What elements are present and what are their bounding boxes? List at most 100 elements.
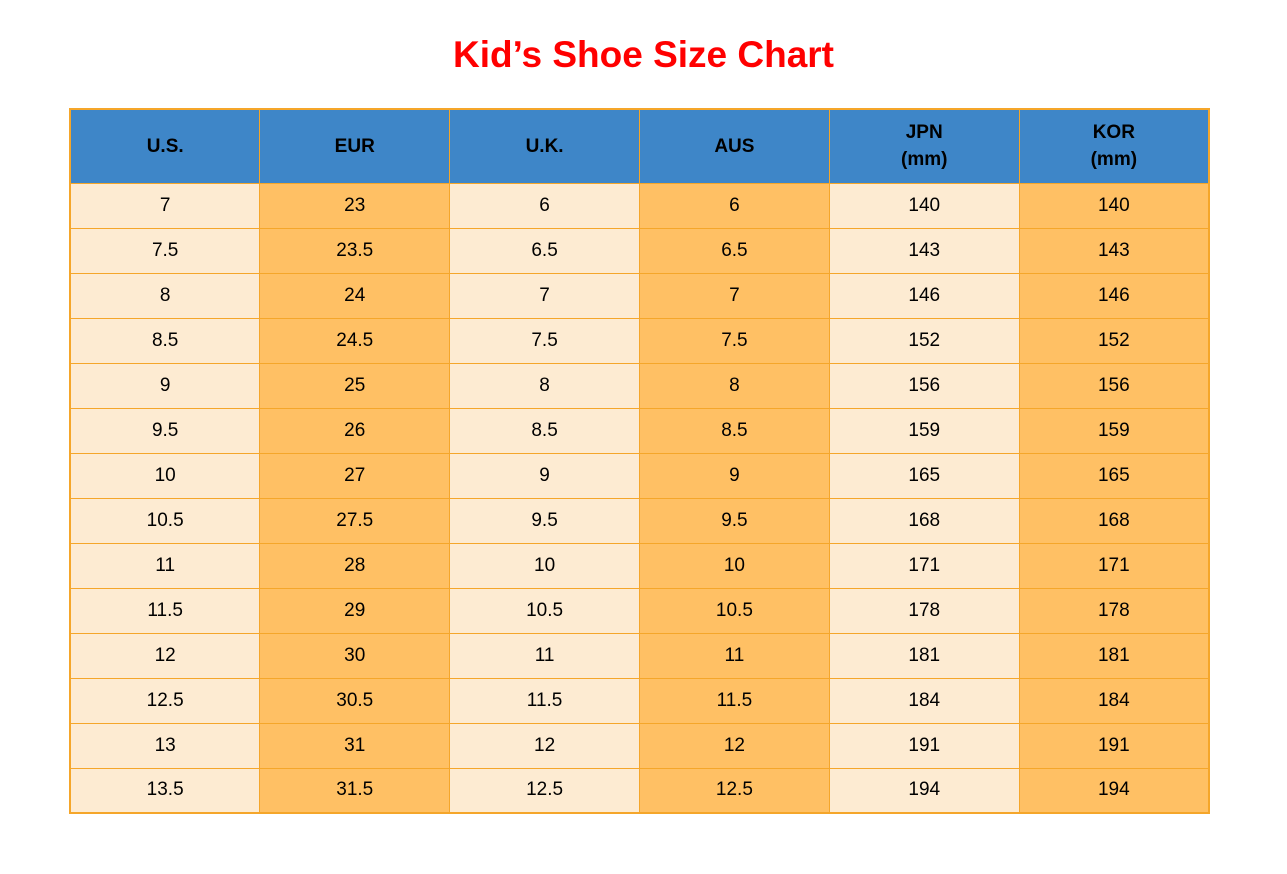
table-header: U.S. EUR U.K. AUS JPN (mm) KOR (mm) <box>69 108 1210 184</box>
table-cell: 9.5 <box>638 497 830 544</box>
shoe-size-table: U.S. EUR U.K. AUS JPN (mm) KOR (mm) 7 23 6 6 140 140… <box>69 108 1210 814</box>
table-cell: 156 <box>1018 362 1210 409</box>
column-header-aus: AUS <box>638 108 830 184</box>
table-cell: 10 <box>449 542 640 589</box>
table-cell: 12 <box>69 632 261 679</box>
table-cell: 7.5 <box>449 317 640 364</box>
table-cell: 25 <box>259 362 451 409</box>
table-cell: 9 <box>69 362 261 409</box>
table-cell: 24 <box>259 272 451 319</box>
table-cell: 168 <box>828 497 1020 544</box>
table-row: 12.5 30.5 11.5 11.5 184 184 <box>69 677 1210 724</box>
table-cell: 159 <box>1018 407 1210 454</box>
table-cell: 9.5 <box>449 497 640 544</box>
table-row: 13.5 31.5 12.5 12.5 194 194 <box>69 767 1210 814</box>
table-cell: 24.5 <box>259 317 451 364</box>
table-cell: 181 <box>828 632 1020 679</box>
table-body: 7 23 6 6 140 140 7.5 23.5 6.5 6.5 143 143 8 24 7 7 146 14… <box>69 182 1210 814</box>
table-cell: 27.5 <box>259 497 451 544</box>
table-cell: 30 <box>259 632 451 679</box>
table-cell: 10.5 <box>69 497 261 544</box>
table-cell: 13.5 <box>69 767 261 814</box>
table-cell: 27 <box>259 452 451 499</box>
table-cell: 7 <box>69 182 261 229</box>
table-cell: 171 <box>1018 542 1210 589</box>
table-cell: 11 <box>449 632 640 679</box>
table-cell: 8.5 <box>638 407 830 454</box>
table-cell: 140 <box>828 182 1020 229</box>
column-header-jpn: JPN (mm) <box>828 108 1020 184</box>
table-cell: 146 <box>1018 272 1210 319</box>
table-cell: 8 <box>69 272 261 319</box>
table-cell: 10.5 <box>449 587 640 634</box>
table-cell: 9 <box>638 452 830 499</box>
table-cell: 12.5 <box>449 767 640 814</box>
table-cell: 31.5 <box>259 767 451 814</box>
table-row: 7 23 6 6 140 140 <box>69 182 1210 229</box>
table-cell: 8.5 <box>449 407 640 454</box>
table-cell: 11 <box>638 632 830 679</box>
table-cell: 152 <box>828 317 1020 364</box>
table-cell: 23 <box>259 182 451 229</box>
table-cell: 12 <box>449 722 640 769</box>
column-header-kor: KOR (mm) <box>1018 108 1210 184</box>
table-cell: 152 <box>1018 317 1210 364</box>
column-header-eur: EUR <box>259 108 451 184</box>
table-cell: 146 <box>828 272 1020 319</box>
table-row: 10.5 27.5 9.5 9.5 168 168 <box>69 497 1210 544</box>
table-row: 11 28 10 10 171 171 <box>69 542 1210 589</box>
table-cell: 181 <box>1018 632 1210 679</box>
table-cell: 10 <box>69 452 261 499</box>
table-cell: 26 <box>259 407 451 454</box>
table-cell: 7 <box>638 272 830 319</box>
table-row: 8.5 24.5 7.5 7.5 152 152 <box>69 317 1210 364</box>
table-row: 7.5 23.5 6.5 6.5 143 143 <box>69 227 1210 274</box>
table-cell: 10.5 <box>638 587 830 634</box>
table-cell: 11.5 <box>638 677 830 724</box>
table-cell: 12.5 <box>69 677 261 724</box>
table-cell: 12.5 <box>638 767 830 814</box>
table-cell: 7.5 <box>69 227 261 274</box>
table-cell: 156 <box>828 362 1020 409</box>
table-row: 10 27 9 9 165 165 <box>69 452 1210 499</box>
table-cell: 171 <box>828 542 1020 589</box>
table-cell: 9 <box>449 452 640 499</box>
table-cell: 184 <box>1018 677 1210 724</box>
table-cell: 143 <box>1018 227 1210 274</box>
table-cell: 7.5 <box>638 317 830 364</box>
table-cell: 140 <box>1018 182 1210 229</box>
table-cell: 6 <box>638 182 830 229</box>
column-header-us: U.S. <box>69 108 261 184</box>
table-cell: 178 <box>1018 587 1210 634</box>
table-cell: 13 <box>69 722 261 769</box>
table-row: 11.5 29 10.5 10.5 178 178 <box>69 587 1210 634</box>
table-cell: 9.5 <box>69 407 261 454</box>
table-cell: 28 <box>259 542 451 589</box>
table-cell: 8 <box>449 362 640 409</box>
table-cell: 23.5 <box>259 227 451 274</box>
table-cell: 168 <box>1018 497 1210 544</box>
table-row: 8 24 7 7 146 146 <box>69 272 1210 319</box>
table-cell: 11.5 <box>69 587 261 634</box>
table-row: 13 31 12 12 191 191 <box>69 722 1210 769</box>
table-cell: 6 <box>449 182 640 229</box>
table-cell: 143 <box>828 227 1020 274</box>
table-cell: 194 <box>1018 767 1210 814</box>
table-cell: 11 <box>69 542 261 589</box>
table-cell: 8.5 <box>69 317 261 364</box>
table-cell: 191 <box>1018 722 1210 769</box>
table-cell: 6.5 <box>638 227 830 274</box>
table-cell: 178 <box>828 587 1020 634</box>
table-cell: 30.5 <box>259 677 451 724</box>
table-cell: 12 <box>638 722 830 769</box>
table-cell: 31 <box>259 722 451 769</box>
table-cell: 10 <box>638 542 830 589</box>
column-header-uk: U.K. <box>449 108 640 184</box>
table-row: 9 25 8 8 156 156 <box>69 362 1210 409</box>
table-cell: 8 <box>638 362 830 409</box>
table-cell: 184 <box>828 677 1020 724</box>
table-row: 9.5 26 8.5 8.5 159 159 <box>69 407 1210 454</box>
table-cell: 191 <box>828 722 1020 769</box>
table-cell: 6.5 <box>449 227 640 274</box>
header-row: U.S. EUR U.K. AUS JPN (mm) KOR (mm) <box>69 108 1210 184</box>
